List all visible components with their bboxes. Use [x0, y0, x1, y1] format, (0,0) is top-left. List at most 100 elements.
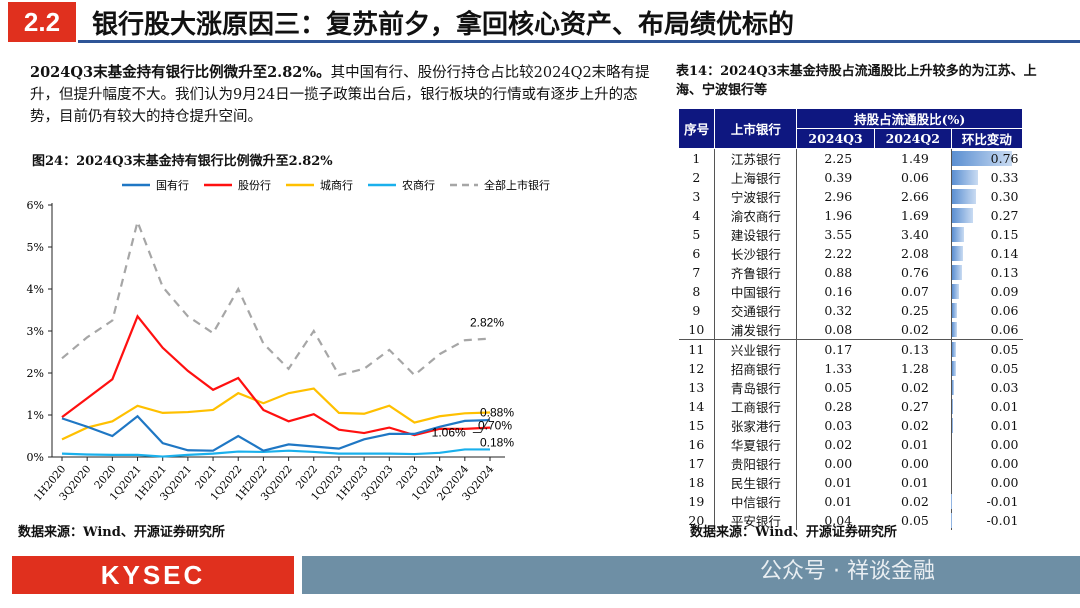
change-value: 0.05: [990, 342, 1019, 357]
row-change: 0.09: [950, 282, 1023, 301]
col-q2: 2024Q2: [873, 128, 952, 149]
row-change: 0.01: [950, 397, 1023, 416]
figure-title: 图24：2024Q3末基金持有银行比例微升至2.82%: [32, 154, 333, 169]
row-change: 0.76: [950, 148, 1023, 168]
row-change: 0.05: [950, 339, 1023, 359]
row-no: 2: [678, 168, 716, 187]
change-value: 0.00: [990, 475, 1019, 490]
row-change: 0.06: [950, 320, 1023, 340]
row-no: 12: [678, 359, 716, 378]
table-row: 4 渝农商行 1.96 1.69 0.27: [678, 206, 1023, 225]
col-q3: 2024Q3: [796, 128, 875, 149]
change-value: 0.76: [990, 151, 1019, 166]
change-value: -0.01: [986, 513, 1019, 528]
row-change: 0.05: [950, 359, 1023, 378]
change-value: 0.09: [990, 284, 1019, 299]
row-q2: 0.02: [901, 494, 929, 509]
row-change: 0.00: [950, 435, 1023, 454]
change-databar: [951, 322, 957, 337]
row-bank: 工商银行: [714, 397, 798, 416]
row-q2: 0.02: [901, 322, 929, 337]
change-databar: [951, 399, 953, 414]
change-databar: [951, 265, 963, 280]
row-no: 10: [678, 320, 716, 340]
table-row: 12 招商银行 1.33 1.28 0.05: [678, 359, 1023, 378]
row-bank: 江苏银行: [714, 148, 798, 168]
row-no: 18: [678, 473, 716, 492]
row-q3: 0.05: [824, 380, 853, 395]
row-q3: 0.04: [824, 513, 853, 528]
change-value: 0.05: [990, 361, 1019, 376]
row-no: 20: [678, 511, 716, 530]
row-bank: 贵阳银行: [714, 454, 798, 473]
row-q2: 0.13: [874, 339, 952, 359]
change-databar: [951, 418, 953, 433]
slide-title: 银行股大涨原因三：复苏前夕，拿回核心资产、布局绩优标的: [92, 10, 795, 40]
table-row: 9 交通银行 0.32 0.25 0.06: [678, 301, 1023, 320]
table-row: 17 贵阳银行 0.00 0.00 0.00: [678, 454, 1023, 473]
y-tick-label: 1%: [27, 409, 44, 422]
row-no: 9: [678, 301, 716, 320]
change-value: 0.14: [990, 246, 1019, 261]
row-bank: 建设银行: [714, 225, 798, 244]
row-bank: 中信银行: [714, 492, 798, 511]
change-value: 0.00: [990, 456, 1019, 471]
leader-line: [472, 416, 491, 433]
table-row: 15 张家港行 0.03 0.02 0.01: [678, 416, 1023, 435]
row-bank: 浦发银行: [714, 320, 798, 340]
change-value: 0.33: [990, 170, 1019, 185]
row-no: 13: [678, 378, 716, 397]
table-row: 3 宁波银行 2.96 2.66 0.30: [678, 187, 1023, 206]
row-q3: 2.22: [824, 246, 853, 261]
row-q2: 0.02: [901, 380, 929, 395]
change-databar: [951, 284, 959, 299]
table-title: 表14：2024Q3末基金持股占流通股比上升较多的为江苏、上海、宁波银行等: [676, 64, 1037, 98]
row-q3: 0.01: [824, 475, 853, 490]
table-row: 5 建设银行 3.55 3.40 0.15: [678, 225, 1023, 244]
slide-header: 2.2 银行股大涨原因三：复苏前夕，拿回核心资产、布局绩优标的: [0, 0, 1080, 46]
row-q3: 1.96: [824, 208, 853, 223]
row-bank: 华夏银行: [714, 435, 798, 454]
row-q2: 0.76: [901, 265, 929, 280]
row-q3: 0.39: [824, 170, 853, 185]
row-bank: 兴业银行: [714, 339, 798, 359]
row-q3: 0.16: [824, 284, 853, 299]
row-q3: 0.01: [824, 494, 853, 509]
row-q3: 0.08: [824, 322, 853, 337]
row-q2: 0.06: [901, 170, 929, 185]
row-change: 0.00: [950, 454, 1023, 473]
row-change: 0.27: [950, 206, 1023, 225]
change-value: 0.30: [990, 189, 1019, 204]
row-no: 6: [678, 244, 716, 263]
watermark: 公众号 · 祥谈金融: [760, 559, 935, 584]
row-q3: 2.96: [824, 189, 853, 204]
change-databar: [951, 189, 976, 204]
row-q2: 0.02: [901, 418, 929, 433]
row-q3: 0.02: [824, 437, 853, 452]
row-q3: 0.28: [824, 399, 853, 414]
footer-bar: [302, 556, 1080, 594]
change-value: 0.01: [990, 399, 1019, 414]
table-source: 数据来源：Wind、开源证券研究所: [690, 525, 897, 540]
table-row: 18 民生银行 0.01 0.01 0.00: [678, 473, 1023, 492]
row-change: 0.01: [950, 416, 1023, 435]
table-row: 16 华夏银行 0.02 0.01 0.00: [678, 435, 1023, 454]
legend-label: 全部上市银行: [484, 178, 550, 192]
row-bank: 渝农商行: [714, 206, 798, 225]
data-label: 1.06%: [432, 425, 466, 439]
kysec-logo: KYSEC: [12, 556, 294, 594]
series-line-2: [61, 387, 491, 441]
row-no: 15: [678, 416, 716, 435]
change-databar: [951, 227, 964, 242]
change-databar: [951, 246, 963, 261]
change-databar: [951, 151, 1012, 166]
row-q3: 1.33: [824, 361, 853, 376]
change-databar: [951, 303, 957, 318]
row-bank: 招商银行: [714, 359, 798, 378]
col-bank: 上市银行: [714, 108, 798, 149]
row-q2: 0.05: [901, 513, 929, 528]
change-value: -0.01: [986, 494, 1019, 509]
change-value: 0.01: [990, 418, 1019, 433]
row-no: 3: [678, 187, 716, 206]
